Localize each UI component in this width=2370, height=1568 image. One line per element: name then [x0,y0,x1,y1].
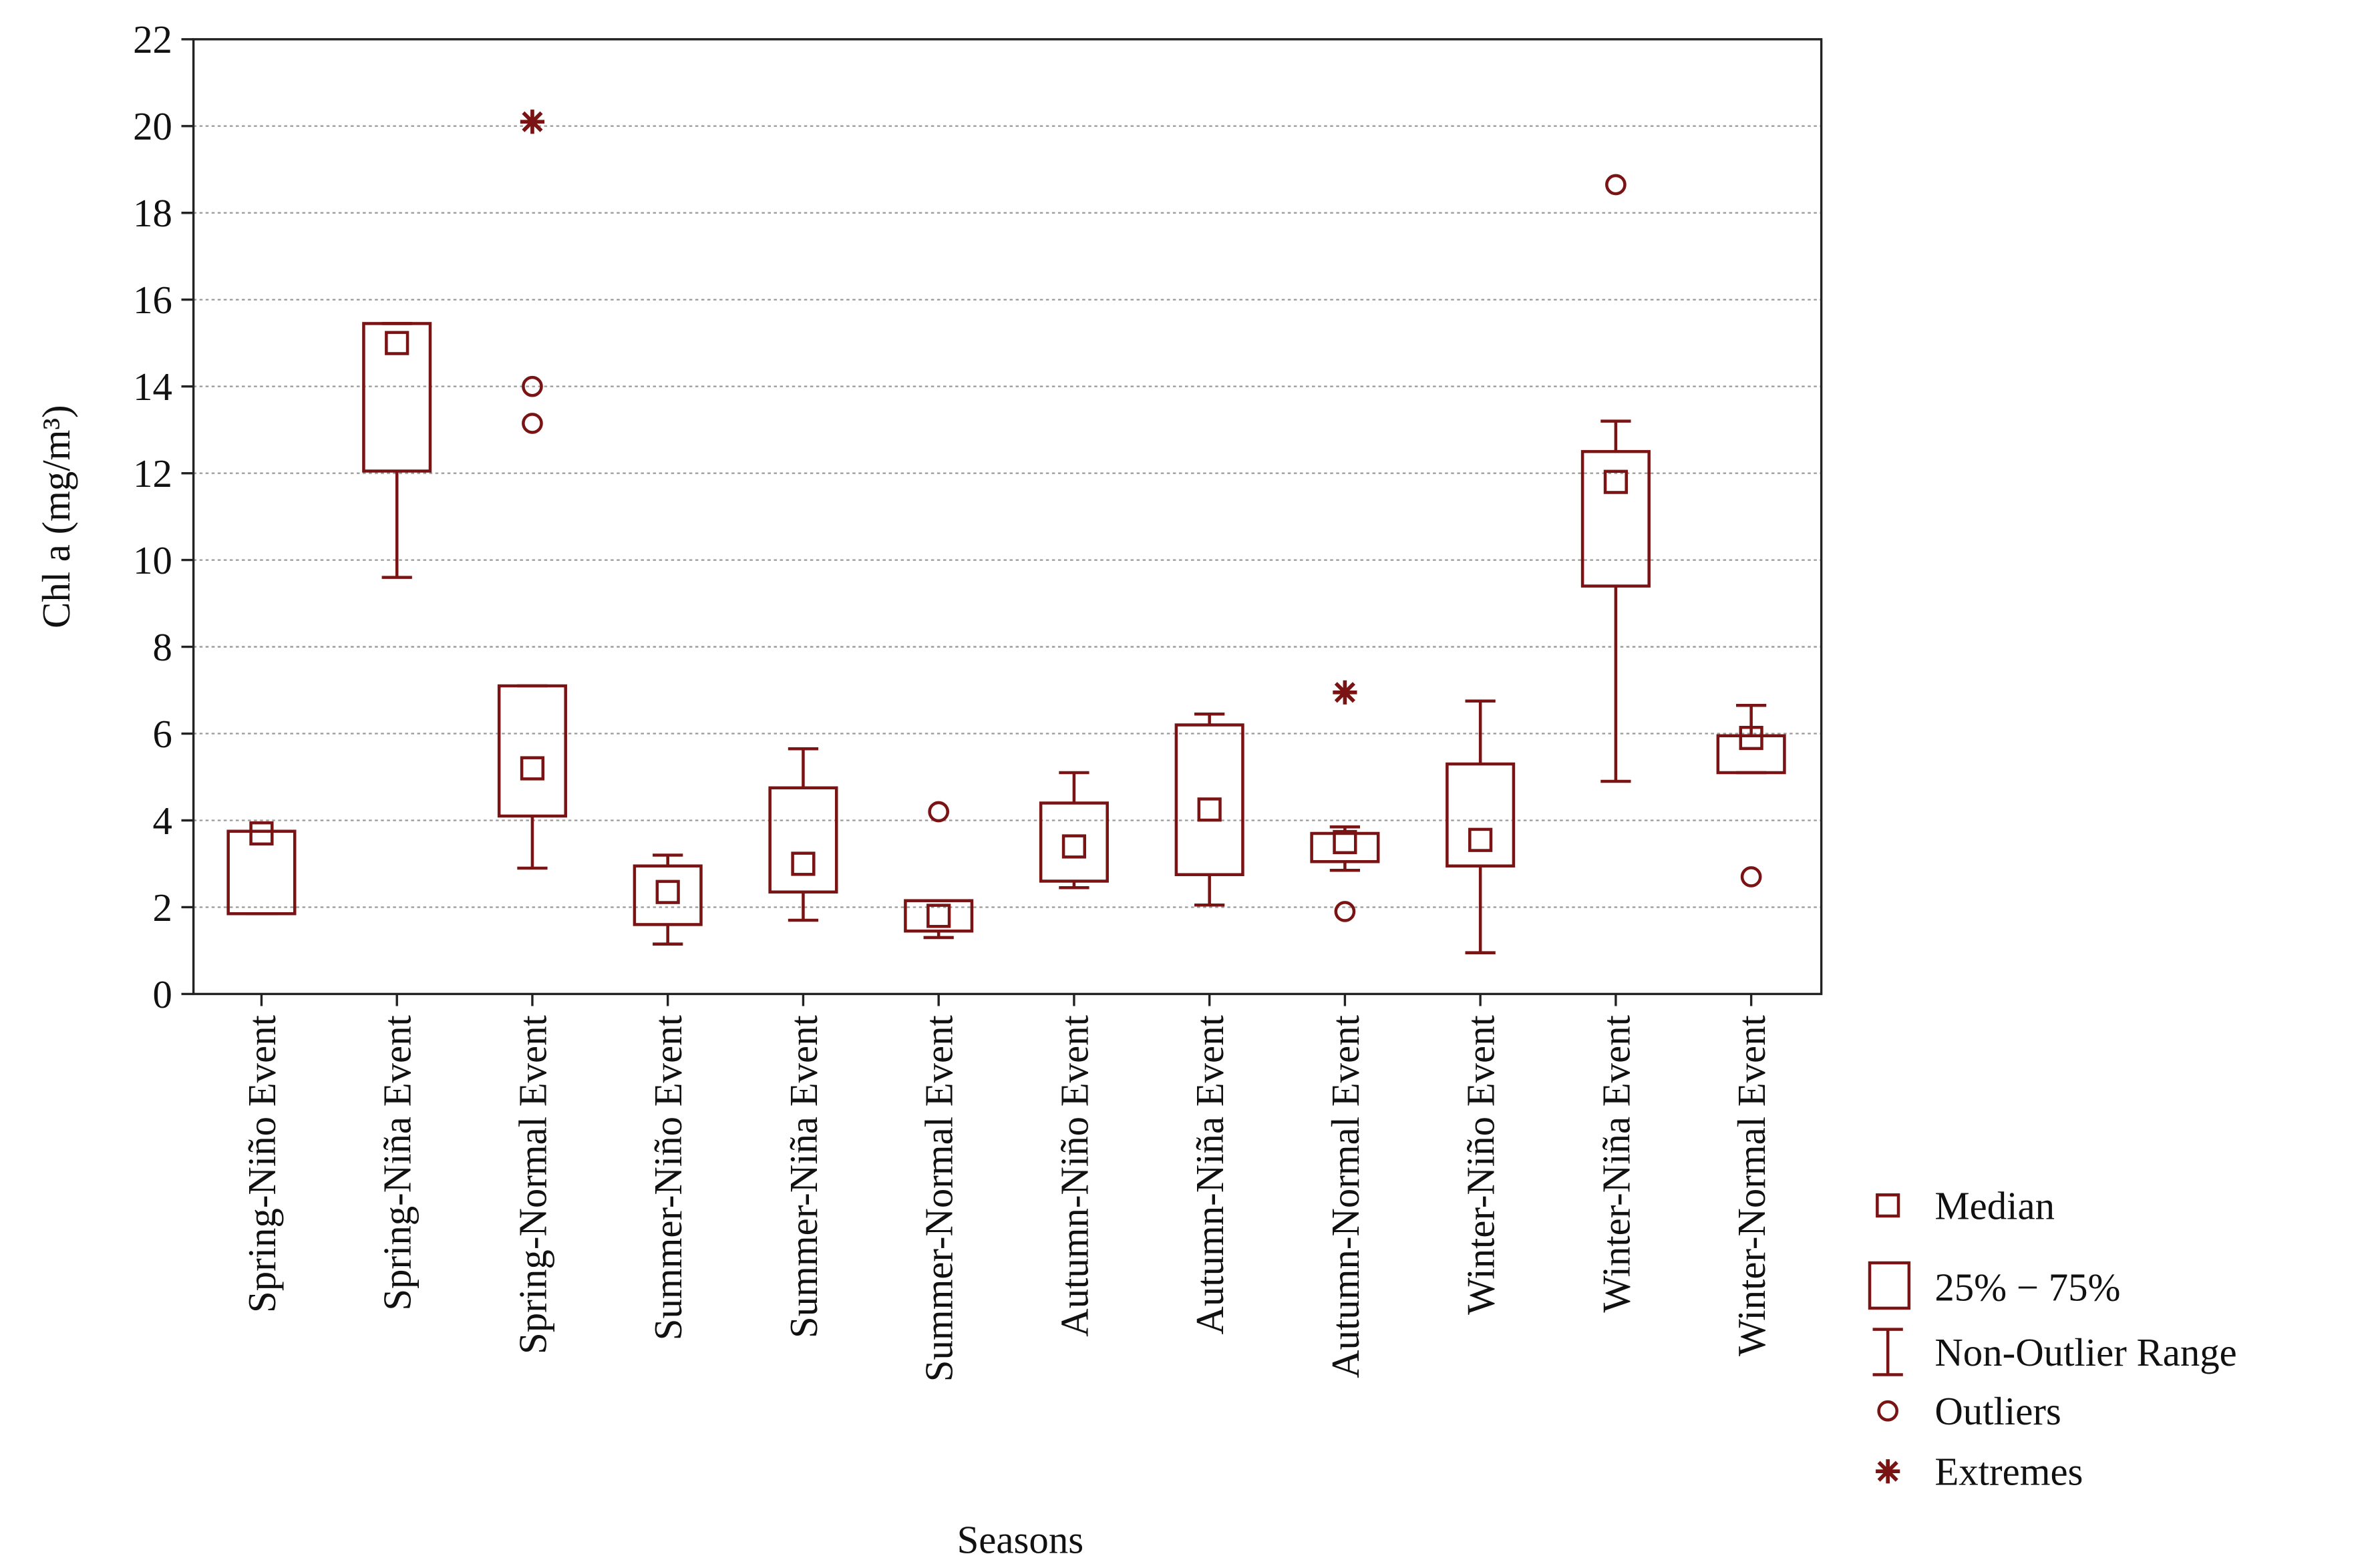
box [1174,723,1244,876]
plot-frame [192,38,1823,996]
x-tick-label: Winter-Normal Event [1730,1015,1773,1356]
y-tick-label: 16 [133,278,172,322]
y-tick-label: 20 [133,105,172,148]
y-tick-label: 10 [133,539,172,582]
y-tick-label: 22 [133,18,172,61]
box [1716,734,1786,775]
x-tick-label: Winter-Niño Event [1459,1015,1502,1315]
median [655,879,680,904]
median [1333,829,1357,855]
median [926,904,951,928]
y-tick-label: 18 [133,192,172,235]
legend-whisker-icon [1872,1328,1903,1376]
legend-label: Median [1934,1184,2055,1227]
x-tick-label: Summer-Normal Event [918,1015,961,1382]
box [904,899,974,933]
box [362,322,432,473]
outlier [522,413,543,434]
x-tick-label: Autumn-Normal Event [1324,1015,1367,1378]
y-tick-label: 14 [133,365,172,409]
x-axis-label: Seasons [957,1518,1084,1561]
box [1310,831,1380,863]
box [1446,762,1516,867]
box [633,864,703,926]
y-tick-label: 2 [153,886,172,930]
legend-label: Outliers [1934,1390,2061,1433]
median [520,756,545,781]
median [385,331,409,355]
legend-label: Non-Outlier Range [1934,1331,2236,1374]
x-tick-label: Winter-Niña Event [1594,1015,1638,1312]
box [768,786,838,894]
median [1468,827,1493,852]
outlier [928,801,950,823]
box [1039,801,1109,883]
y-tick-label: 12 [133,452,172,496]
box [1580,449,1651,588]
outlier [1605,174,1627,196]
legend-median-icon [1876,1193,1900,1218]
y-tick-label: 0 [153,973,172,1016]
legend-label: 25% − 75% [1934,1266,2120,1310]
legend-outlier-icon [1877,1400,1899,1422]
y-tick-label: 4 [153,799,172,843]
x-tick-label: Autumn-Niño Event [1053,1015,1096,1337]
median [791,851,816,876]
x-tick-label: Spring-Normal Event [511,1015,554,1354]
median [1061,834,1087,859]
outlier [1740,866,1762,888]
box [226,829,297,916]
legend-extreme-icon [1876,1459,1900,1484]
outlier [1334,901,1356,922]
extreme [520,110,545,134]
legend-label: Extremes [1934,1450,2083,1494]
x-tick-label: Spring-Niño Event [240,1015,284,1313]
median [1197,797,1222,822]
box [497,684,567,818]
outlier [522,375,543,397]
x-tick-label: Spring-Niña Event [376,1015,419,1311]
median [1603,469,1628,494]
x-tick-label: Autumn-Niña Event [1188,1015,1232,1335]
median [249,821,274,846]
median [1739,725,1763,751]
y-axis-label: Chl a (mg/m³) [35,405,78,628]
legend-box-icon [1868,1261,1911,1310]
x-tick-label: Summer-Niño Event [647,1015,690,1340]
x-tick-label: Summer-Niña Event [782,1015,826,1338]
y-tick-label: 6 [153,713,172,756]
y-tick-label: 8 [153,626,172,669]
extreme [1333,680,1357,705]
